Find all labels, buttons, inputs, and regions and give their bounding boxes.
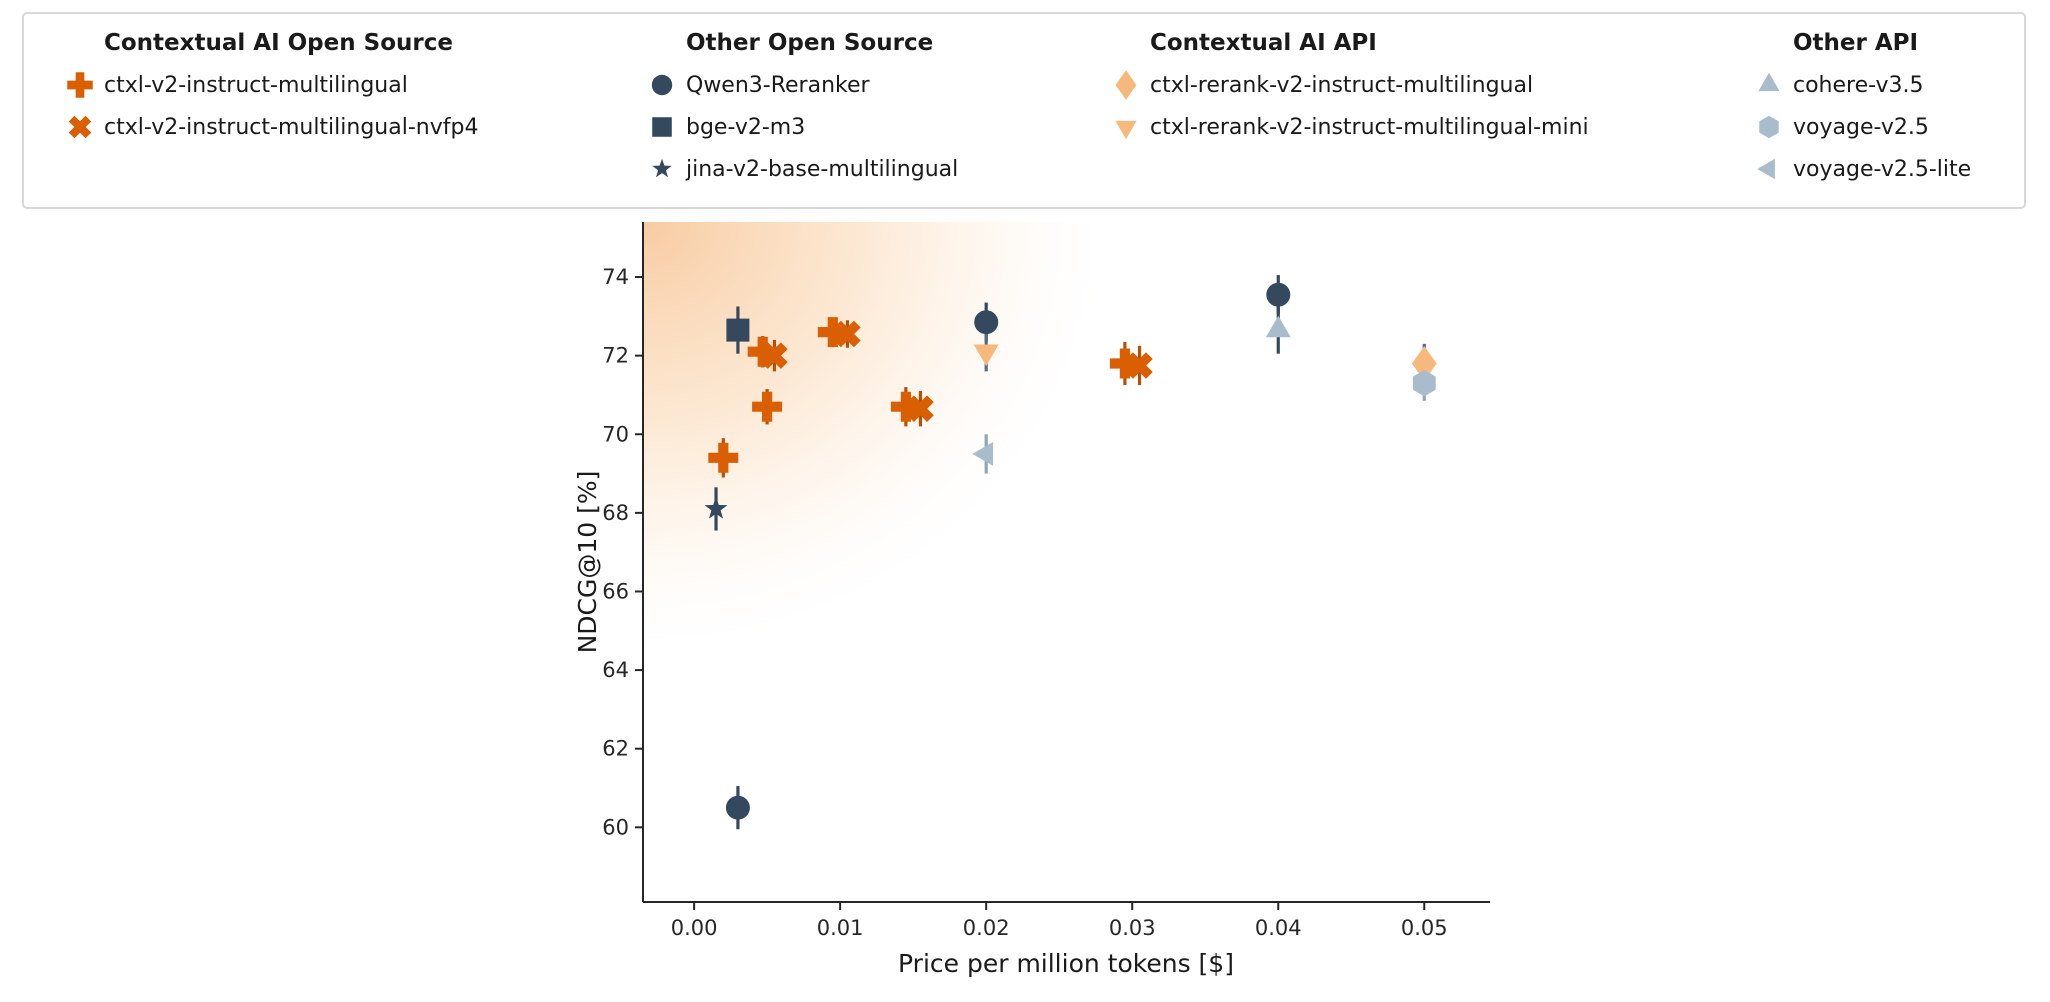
data-point-ctxl-v2-instruct-multilingual <box>890 391 921 422</box>
legend-item: bge-v2-m3 <box>644 106 958 148</box>
legend-group-other-open-source: Other Open Source Qwen3-Reranker bge-v2-… <box>644 22 958 190</box>
y-axis-label: NDCG@10 [%] <box>573 471 602 654</box>
legend-group-contextual-ai-open-source: Contextual AI Open Source ctxl-v2-instru… <box>62 22 478 148</box>
triangle-left-marker-icon <box>1751 151 1787 187</box>
square-marker-icon <box>644 109 680 145</box>
data-point-bge-v2-m3 <box>726 318 750 342</box>
legend-item: voyage-v2.5-lite <box>1751 148 1971 190</box>
tick-label: 0.01 <box>817 916 864 940</box>
data-point-ctxl-v2-instruct-multilingual-nvfp4 <box>761 342 788 369</box>
data-point-jina-v2-base-multilingual <box>704 496 728 519</box>
data-point-ctxl-v2-instruct-multilingual <box>1109 348 1140 379</box>
data-point-ctxl-v2-instruct-multilingual <box>708 442 739 473</box>
legend-item-label: jina-v2-base-multilingual <box>686 156 959 182</box>
tick-label: 0.05 <box>1401 916 1448 940</box>
x-marker-icon <box>62 109 98 145</box>
data-point-ctxl-v2-instruct-multilingual-nvfp4 <box>1126 352 1153 379</box>
data-point-ctxl-v2-instruct-multilingual-nvfp4 <box>907 395 934 422</box>
legend-item: Qwen3-Reranker <box>644 64 958 106</box>
data-point-Qwen3-Reranker <box>725 795 750 820</box>
tick-label: 74 <box>602 265 629 289</box>
star-marker-icon <box>644 151 680 187</box>
tick-label: 0.03 <box>1109 916 1156 940</box>
tick-label: 70 <box>602 422 629 446</box>
chart-legend: Contextual AI Open Source ctxl-v2-instru… <box>22 12 2026 209</box>
data-point-cohere-v3.5 <box>1265 315 1291 338</box>
legend-group-other-api: Other API cohere-v3.5 voyage-v2.5 voyage… <box>1751 22 1971 190</box>
legend-item: ctxl-rerank-v2-instruct-multilingual-min… <box>1108 106 1589 148</box>
legend-group-contextual-ai-api: Contextual AI API ctxl-rerank-v2-instruc… <box>1108 22 1589 148</box>
data-point-ctxl-v2-instruct-multilingual-nvfp4 <box>834 320 861 348</box>
tick-label: 62 <box>602 737 629 761</box>
legend-item-label: ctxl-v2-instruct-multilingual <box>104 72 408 98</box>
data-points <box>704 275 1437 830</box>
circle-marker-icon <box>644 67 680 103</box>
legend-item: voyage-v2.5 <box>1751 106 1971 148</box>
x-axis-label: Price per million tokens [$] <box>898 949 1234 978</box>
legend-item: ctxl-v2-instruct-multilingual <box>62 64 478 106</box>
tick-label: 68 <box>602 501 629 525</box>
legend-group-title: Other API <box>1793 30 1919 56</box>
hexagon-marker-icon <box>1751 109 1787 145</box>
data-point-voyage-v2.5-lite <box>972 441 994 466</box>
legend-group-title: Other Open Source <box>686 30 934 56</box>
legend-item: cohere-v3.5 <box>1751 64 1971 106</box>
data-point-ctxl-rerank-v2-instruct-multilingual-mini <box>973 344 999 367</box>
legend-item-label: Qwen3-Reranker <box>686 72 870 98</box>
tick-label: 0.04 <box>1255 916 1302 940</box>
data-point-voyage-v2.5 <box>1412 370 1436 397</box>
plus-marker-icon <box>62 67 98 103</box>
tick-label: 0.00 <box>671 916 718 940</box>
tick-label: 64 <box>602 658 629 682</box>
legend-item: ctxl-v2-instruct-multilingual-nvfp4 <box>62 106 478 148</box>
data-point-ctxl-v2-instruct-multilingual <box>817 317 848 348</box>
data-point-ctxl-v2-instruct-multilingual <box>747 336 778 367</box>
data-point-Qwen3-Reranker <box>974 310 999 335</box>
data-point-ctxl-rerank-v2-instruct-multilingual <box>1411 346 1437 381</box>
legend-group-title: Contextual AI Open Source <box>104 30 453 56</box>
axes: 0.00 0.01 0.02 0.03 0.04 0.05 60 62 64 66 68 70 72 74 <box>602 222 1490 940</box>
triangle-up-marker-icon <box>1751 67 1787 103</box>
legend-item-label: voyage-v2.5 <box>1793 114 1929 140</box>
data-point-Qwen3-Reranker <box>1266 282 1291 307</box>
tick-label: 72 <box>602 344 629 368</box>
tick-label: 60 <box>602 815 629 839</box>
legend-item-label: bge-v2-m3 <box>686 114 806 140</box>
legend-item-label: ctxl-v2-instruct-multilingual-nvfp4 <box>104 114 479 140</box>
diamond-marker-icon <box>1108 67 1144 103</box>
legend-item: jina-v2-base-multilingual <box>644 148 958 190</box>
legend-item-label: voyage-v2.5-lite <box>1793 156 1972 182</box>
legend-item: ctxl-rerank-v2-instruct-multilingual <box>1108 64 1589 106</box>
tick-label: 0.02 <box>963 916 1010 940</box>
tick-label: 66 <box>602 579 629 603</box>
highlight-region <box>644 222 1124 667</box>
legend-item-label: ctxl-rerank-v2-instruct-multilingual-min… <box>1150 114 1589 140</box>
legend-group-title: Contextual AI API <box>1150 30 1377 56</box>
legend-item-label: cohere-v3.5 <box>1793 72 1924 98</box>
data-point-ctxl-v2-instruct-multilingual <box>752 391 783 422</box>
triangle-down-marker-icon <box>1108 109 1144 145</box>
legend-item-label: ctxl-rerank-v2-instruct-multilingual <box>1150 72 1534 98</box>
scatter-chart: 0.00 0.01 0.02 0.03 0.04 0.05 60 62 64 66 68 70 72 74… <box>573 222 1490 978</box>
